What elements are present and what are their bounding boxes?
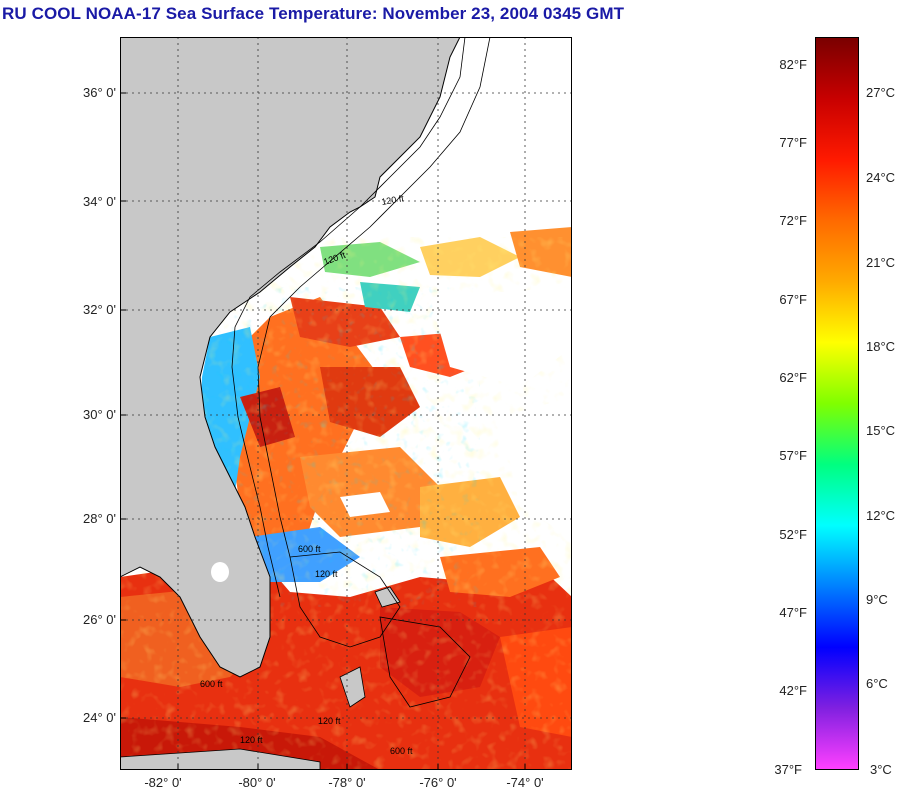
contour-label: 120 ft: [315, 569, 338, 579]
colorbar-f-label: 67°F: [779, 292, 807, 307]
lake-okeechobee: [211, 562, 229, 582]
contour-label: 600 ft: [200, 679, 223, 689]
colorbar-f-label: 72°F: [779, 213, 807, 228]
lat-tick-label: 32° 0': [83, 302, 116, 317]
colorbar-c-label: 6°C: [866, 676, 888, 691]
depth-contour: [379, 616, 471, 708]
lat-tick-label: 26° 0': [83, 612, 116, 627]
contour-label: 120 ft: [240, 735, 263, 745]
lon-tick-label: -76° 0': [419, 775, 457, 790]
lat-tick-label: 30° 0': [83, 407, 116, 422]
colorbar-c-label: 24°C: [866, 170, 896, 185]
colorbar-f-label: 77°F: [779, 135, 807, 150]
colorbar-f-label: 52°F: [779, 527, 807, 542]
contour-label: 600 ft: [390, 746, 413, 756]
lat-tick-label: 28° 0': [83, 511, 116, 526]
depth-contour: [257, 37, 491, 558]
colorbar-c-label: 12°C: [866, 508, 896, 523]
lon-tick-label: -74° 0': [506, 775, 544, 790]
graticule: [120, 37, 572, 770]
lat-tick-label: 36° 0': [83, 85, 116, 100]
cloud-mass: [430, 287, 572, 387]
colorbar-f-label: 42°F: [779, 683, 807, 698]
lat-tick-label: 34° 0': [83, 194, 116, 209]
lon-tick-label: -78° 0': [328, 775, 366, 790]
colorbar-c-label: 9°C: [866, 592, 888, 607]
lat-tick-label: 24° 0': [83, 710, 116, 725]
lon-tick-label: -82° 0': [144, 775, 182, 790]
colorbar-c-label: 3°C: [870, 762, 892, 777]
contour-label: 120 ft: [318, 716, 341, 726]
colorbar-c-label: 18°C: [866, 339, 896, 354]
colorbar-c-label: 15°C: [866, 423, 896, 438]
cloud-mass: [500, 397, 572, 537]
land-bahamas: [374, 586, 401, 608]
depth-contour: [289, 551, 401, 648]
colorbar-f-label: 82°F: [779, 57, 807, 72]
colorbar-f-label: 37°F: [774, 762, 802, 777]
lon-tick-label: -80° 0': [238, 775, 276, 790]
contour-label: 600 ft: [298, 544, 321, 554]
colorbar-f-label: 62°F: [779, 370, 807, 385]
cloud-mass: [340, 492, 390, 517]
land-cuba: [120, 748, 321, 770]
land-us-southeast: [120, 37, 461, 678]
colorbar-f-label: 57°F: [779, 448, 807, 463]
depth-contour: [231, 37, 466, 598]
contour-label: 120 ft: [381, 193, 405, 207]
colorbar-f-label: 47°F: [779, 605, 807, 620]
colorbar-c-label: 21°C: [866, 255, 896, 270]
map-title: RU COOL NOAA-17 Sea Surface Temperature:…: [2, 4, 625, 23]
temperature-colorbar: [815, 37, 859, 770]
sst-map[interactable]: 120 ft 120 ft 600 ft 120 ft 600 ft 120 f…: [120, 37, 572, 770]
colorbar-c-label: 27°C: [866, 85, 896, 100]
